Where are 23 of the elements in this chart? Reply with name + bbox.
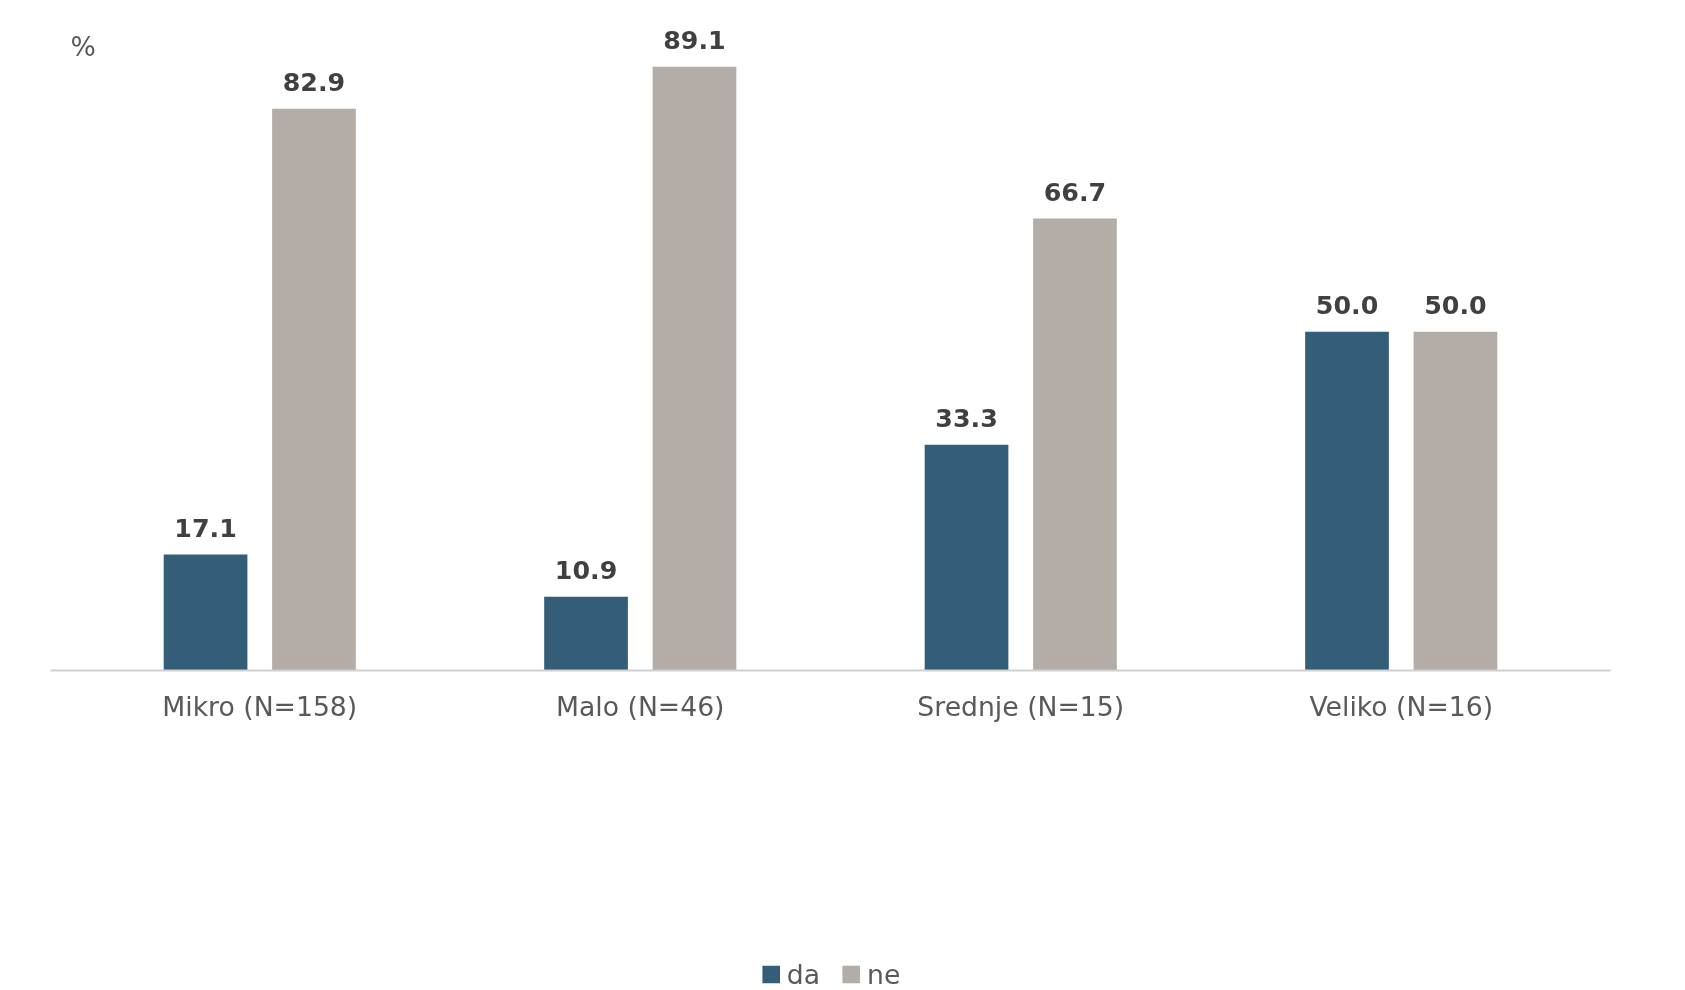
x-tick-label: Veliko (N=16) <box>1309 690 1494 722</box>
bar <box>652 66 737 671</box>
data-label: 33.3 <box>935 402 998 433</box>
data-label: 50.0 <box>1424 289 1487 320</box>
x-tick-label: Srednje (N=15) <box>917 690 1125 722</box>
data-label: 10.9 <box>554 554 618 585</box>
x-tick-label: Malo (N=46) <box>556 690 725 722</box>
bar <box>163 554 248 671</box>
data-label: 82.9 <box>282 66 346 97</box>
bar <box>1305 331 1389 671</box>
data-label: 17.1 <box>174 512 237 543</box>
bar <box>1033 218 1117 671</box>
bar <box>544 596 628 671</box>
x-tick-label: Mikro (N=158) <box>162 690 358 722</box>
y-axis-title: % <box>70 30 96 62</box>
legend-label: ne <box>866 958 901 990</box>
bar <box>1413 331 1498 671</box>
bar <box>924 444 1009 671</box>
bar <box>272 108 356 671</box>
data-label: 89.1 <box>663 24 726 55</box>
legend-label: da <box>786 958 820 990</box>
data-label: 50.0 <box>1315 289 1379 320</box>
data-label: 66.7 <box>1043 176 1107 207</box>
